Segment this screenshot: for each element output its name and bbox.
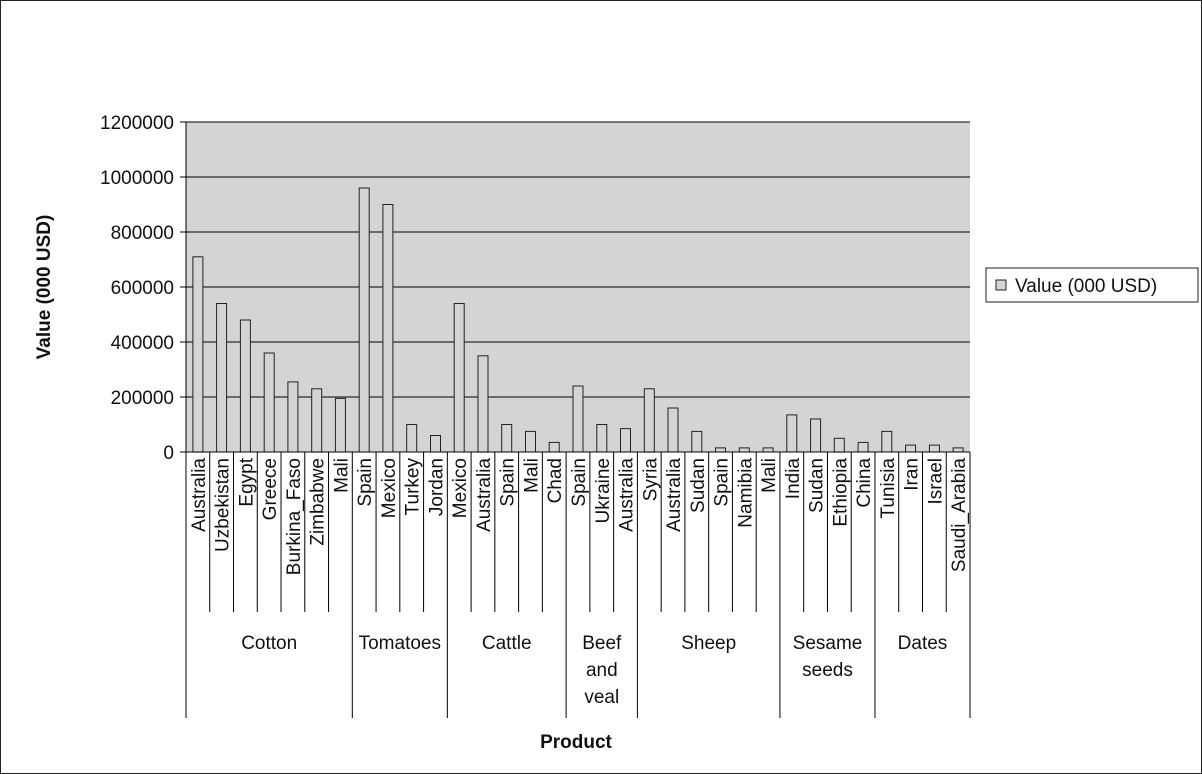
bar	[643, 388, 655, 453]
x-tick-label: Tunisia	[878, 458, 899, 519]
x-tick-label: Spain	[712, 458, 733, 507]
bar	[810, 418, 822, 453]
x-tick-label: Australia	[617, 458, 638, 532]
bar	[548, 441, 560, 453]
bar	[738, 447, 750, 453]
y-tick-label: 800000	[111, 223, 174, 244]
x-tick-label: Syria	[640, 458, 661, 502]
bar	[263, 352, 275, 453]
x-tick-label: Uzbekistan	[213, 458, 234, 552]
x-tick-label: Spain	[569, 458, 590, 507]
group-label: Cotton	[241, 633, 297, 654]
axes: 0 200000 400000 600000 800000 1000000 1200000 A…	[100, 113, 971, 718]
group-label: Tomatoes	[359, 633, 441, 654]
y-tick-label: 1200000	[100, 113, 174, 134]
x-tick-label: Spain	[355, 458, 376, 507]
group-label: Dates	[898, 633, 948, 654]
legend-box	[985, 267, 1199, 303]
bar	[762, 447, 774, 453]
x-tick-label: Israel	[925, 458, 946, 504]
x-tick-label: Turkey	[403, 458, 424, 516]
x-tick-label: Australia	[474, 458, 495, 532]
bar	[430, 435, 441, 453]
x-tick-label: Australia	[189, 458, 210, 532]
bar	[406, 424, 418, 453]
x-tick-label: Jordan	[427, 458, 448, 516]
x-tick-label: India	[783, 458, 804, 500]
x-tick-label: Iran	[902, 458, 923, 491]
x-tick-label: Chad	[545, 458, 566, 503]
y-tick-label: 200000	[111, 388, 174, 409]
x-tick-label: Ethiopia	[830, 458, 851, 527]
bar	[334, 397, 346, 453]
bar	[596, 424, 608, 453]
x-tick-label: Mexico	[379, 458, 400, 518]
legend: Value (000 USD)	[985, 267, 1199, 303]
y-tick-label: 400000	[111, 333, 174, 354]
bar	[287, 381, 299, 453]
bar	[833, 437, 845, 453]
x-tick-label: Sudan	[688, 458, 709, 513]
plot-area	[186, 121, 970, 453]
bar	[239, 319, 251, 453]
bar	[620, 428, 631, 453]
x-tick-label: Australia	[664, 458, 685, 532]
x-tick-label: Ukraine	[593, 458, 614, 523]
bar	[905, 444, 917, 453]
x-tick-label: Mali	[522, 458, 543, 493]
bar	[216, 303, 228, 453]
y-tick-label: 600000	[111, 278, 174, 299]
bar	[928, 444, 940, 453]
bar	[952, 447, 964, 453]
group-label: Cattle	[482, 633, 532, 654]
bar	[453, 303, 465, 453]
bar	[358, 187, 370, 453]
group-label: Beef and veal	[582, 633, 622, 708]
x-tick-label: Mali	[759, 458, 780, 493]
x-tick-label: Egypt	[236, 457, 257, 506]
y-tick-label: 1000000	[100, 168, 174, 189]
y-tick-label: 0	[163, 443, 174, 464]
x-tick-label: Mexico	[450, 458, 471, 518]
x-tick-label: China	[854, 458, 875, 508]
bar	[786, 414, 798, 453]
bar	[691, 430, 703, 453]
group-label: Sheep	[681, 633, 736, 654]
bar	[192, 256, 204, 453]
bar	[881, 430, 893, 453]
bar	[525, 430, 536, 453]
x-axis-title: Product	[540, 732, 612, 753]
x-tick-label: Greece	[260, 458, 281, 520]
bar	[382, 204, 394, 453]
legend-swatch	[995, 279, 1007, 291]
bar	[667, 407, 679, 453]
x-tick-label: Burkina_Faso	[284, 458, 305, 575]
x-tick-label: Saudi_Arabia	[949, 458, 970, 573]
group-label: Sesame seeds	[793, 633, 863, 681]
y-axis-title: Value (000 USD)	[34, 215, 55, 360]
bar	[477, 355, 489, 453]
bar	[501, 424, 513, 453]
x-tick-label: Namibia	[735, 458, 756, 528]
x-tick-label: Spain	[498, 458, 519, 507]
legend-label: Value (000 USD)	[1015, 276, 1157, 297]
bar	[311, 388, 323, 453]
x-tick-label: Zimbabwe	[308, 458, 329, 546]
bar	[715, 447, 726, 453]
x-tick-label: Sudan	[807, 458, 828, 513]
x-tick-label: Mali	[331, 458, 352, 493]
bar	[572, 385, 584, 453]
bar	[857, 441, 869, 453]
